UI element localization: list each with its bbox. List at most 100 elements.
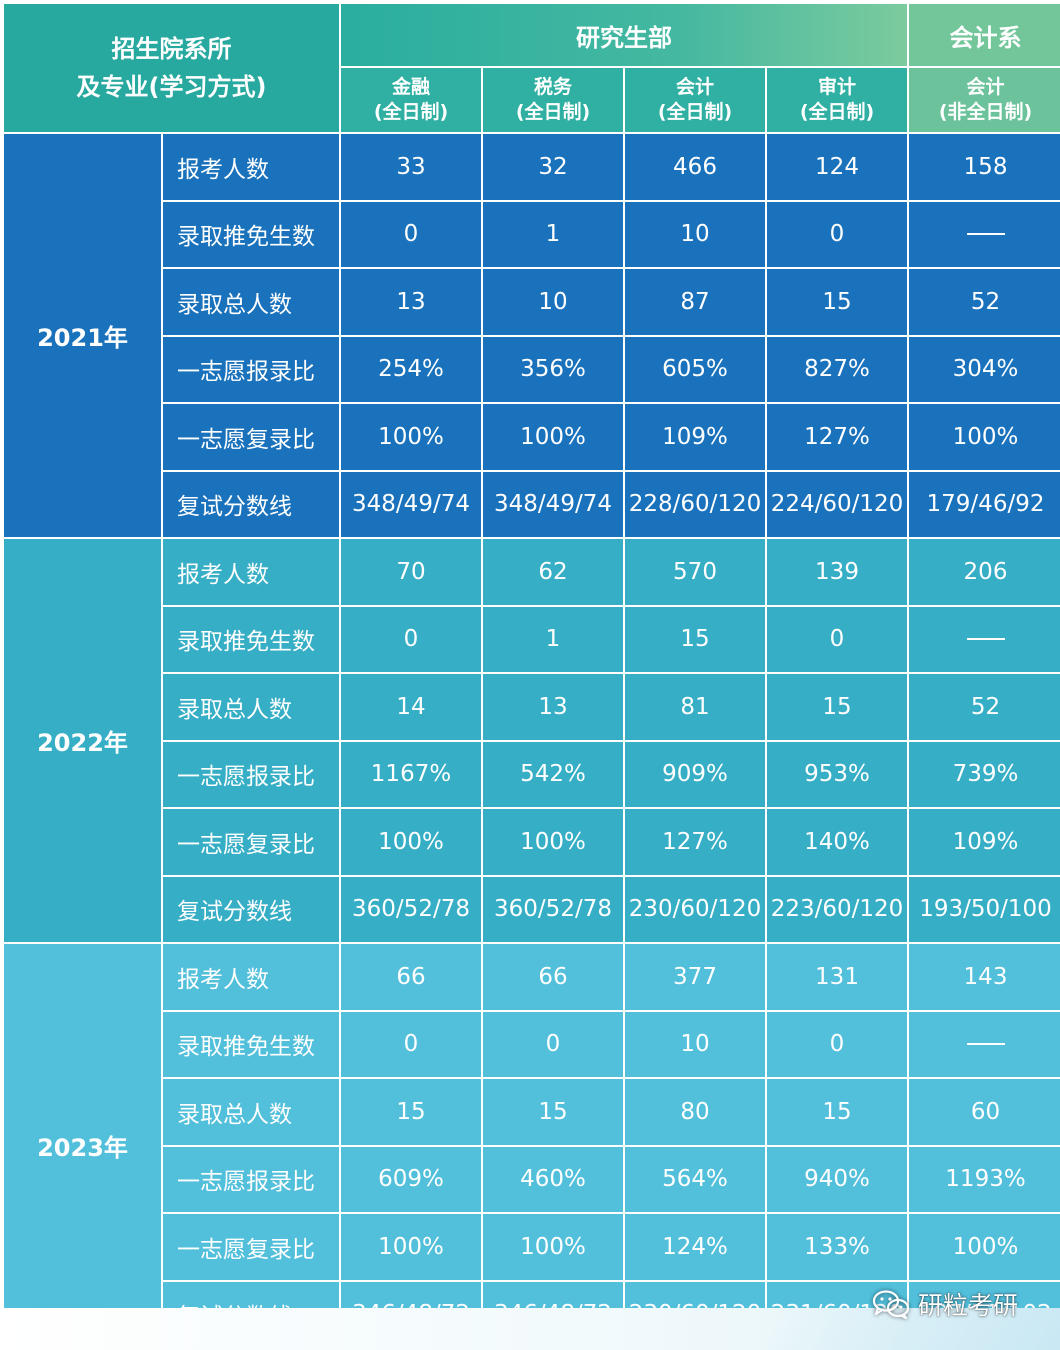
row-label: 一志愿报录比 [163, 1146, 339, 1212]
table-cell: 228/60/120 [625, 471, 765, 537]
table-cell: 564% [625, 1146, 765, 1212]
column-name: 审计 [817, 76, 856, 98]
table-cell: 109% [625, 404, 765, 470]
table-cell: 356% [483, 336, 623, 402]
table-cell: 0 [341, 1011, 481, 1077]
table-cell [909, 1011, 1060, 1077]
table-cell: 100% [483, 1214, 623, 1280]
table-cell: 348/49/74 [341, 471, 481, 537]
table-cell: 127% [767, 404, 907, 470]
column-name: 金融 [391, 76, 430, 98]
group-header-graduate: 研究生部 [341, 4, 907, 66]
table-cell: 909% [625, 741, 765, 807]
table-cell: 348/49/74 [483, 471, 623, 537]
table-cell: 605% [625, 336, 765, 402]
corner-line-1: 招生院系所 [111, 35, 232, 63]
table-cell: 100% [483, 809, 623, 875]
row-label: 录取总人数 [163, 1079, 339, 1145]
row-label: 录取总人数 [163, 269, 339, 335]
table-cell: 15 [767, 269, 907, 335]
year-label-1: 2022年 [4, 539, 161, 942]
table-cell: 131 [767, 944, 907, 1010]
row-label: 一志愿复录比 [163, 1214, 339, 1280]
table-cell: 139 [767, 539, 907, 605]
row-label: 录取推免生数 [163, 201, 339, 267]
table-cell: 158 [909, 134, 1060, 200]
table-cell: 66 [483, 944, 623, 1010]
table-cell: 52 [909, 269, 1060, 335]
column-name: 会计 [675, 76, 714, 98]
table-cell: 230/60/120 [625, 876, 765, 942]
table-cell: 377 [625, 944, 765, 1010]
table-cell: 570 [625, 539, 765, 605]
table-cell: 10 [625, 201, 765, 267]
table-cell: 304% [909, 336, 1060, 402]
table-cell: 739% [909, 741, 1060, 807]
table-cell: 127% [625, 809, 765, 875]
table-cell: 1193% [909, 1146, 1060, 1212]
row-label: 报考人数 [163, 539, 339, 605]
row-label: 报考人数 [163, 134, 339, 200]
column-mode: (全日制) [657, 101, 733, 123]
table-cell: 15 [767, 674, 907, 740]
row-label: 报考人数 [163, 944, 339, 1010]
table-cell: 124 [767, 134, 907, 200]
row-label: 录取推免生数 [163, 1011, 339, 1077]
table-cell: 52 [909, 674, 1060, 740]
row-label: 复试分数线 [163, 471, 339, 537]
table-cell: 66 [341, 944, 481, 1010]
table-cell: 0 [341, 606, 481, 672]
table-cell: 193/50/100 [909, 876, 1060, 942]
table-cell: 33 [341, 134, 481, 200]
column-header-1: 税务 (全日制) [483, 68, 623, 132]
table-corner-header: 招生院系所 及专业(学习方式) [4, 4, 339, 132]
table-cell: 940% [767, 1146, 907, 1212]
column-mode: (全日制) [515, 101, 591, 123]
table-cell: 254% [341, 336, 481, 402]
table-cell: 70 [341, 539, 481, 605]
table-cell: 133% [767, 1214, 907, 1280]
column-mode: (全日制) [373, 101, 449, 123]
table-cell: 14 [341, 674, 481, 740]
table-cell: 100% [483, 404, 623, 470]
table-cell: 32 [483, 134, 623, 200]
table-cell: 109% [909, 809, 1060, 875]
row-label: 一志愿复录比 [163, 809, 339, 875]
table-cell: 140% [767, 809, 907, 875]
table-cell: 13 [341, 269, 481, 335]
group-header-accounting: 会计系 [909, 4, 1060, 66]
table-cell: 1167% [341, 741, 481, 807]
row-label: 录取推免生数 [163, 606, 339, 672]
table-cell: 10 [483, 269, 623, 335]
table-cell: 466 [625, 134, 765, 200]
table-cell: 460% [483, 1146, 623, 1212]
table-cell: 1 [483, 201, 623, 267]
column-name: 税务 [533, 76, 572, 98]
bottom-decoration [0, 1308, 1060, 1350]
table-cell: 100% [341, 1214, 481, 1280]
table-cell: 360/52/78 [341, 876, 481, 942]
table-cell: 360/52/78 [483, 876, 623, 942]
dash-value [966, 1043, 1005, 1046]
table-cell: 0 [767, 201, 907, 267]
table-cell: 0 [341, 201, 481, 267]
table-cell: 827% [767, 336, 907, 402]
table-cell: 81 [625, 674, 765, 740]
year-label-0: 2021年 [4, 134, 161, 537]
table-cell: 15 [767, 1079, 907, 1145]
table-cell: 100% [341, 404, 481, 470]
table-cell: 1 [483, 606, 623, 672]
table-cell: 0 [483, 1011, 623, 1077]
admission-table: 招生院系所 及专业(学习方式) 研究生部 会计系 金融 (全日制) 税务 (全日制) 会… [4, 4, 1060, 1347]
year-label-2: 2023年 [4, 944, 161, 1347]
table-cell: 62 [483, 539, 623, 605]
table-cell: 542% [483, 741, 623, 807]
column-header-3: 审计 (全日制) [767, 68, 907, 132]
table-cell: 100% [909, 1214, 1060, 1280]
table-cell: 179/46/92 [909, 471, 1060, 537]
watermark: 研粒考研 [872, 1286, 1018, 1322]
table-cell: 224/60/120 [767, 471, 907, 537]
table-cell: 143 [909, 944, 1060, 1010]
table-cell: 0 [767, 1011, 907, 1077]
table-cell: 15 [341, 1079, 481, 1145]
